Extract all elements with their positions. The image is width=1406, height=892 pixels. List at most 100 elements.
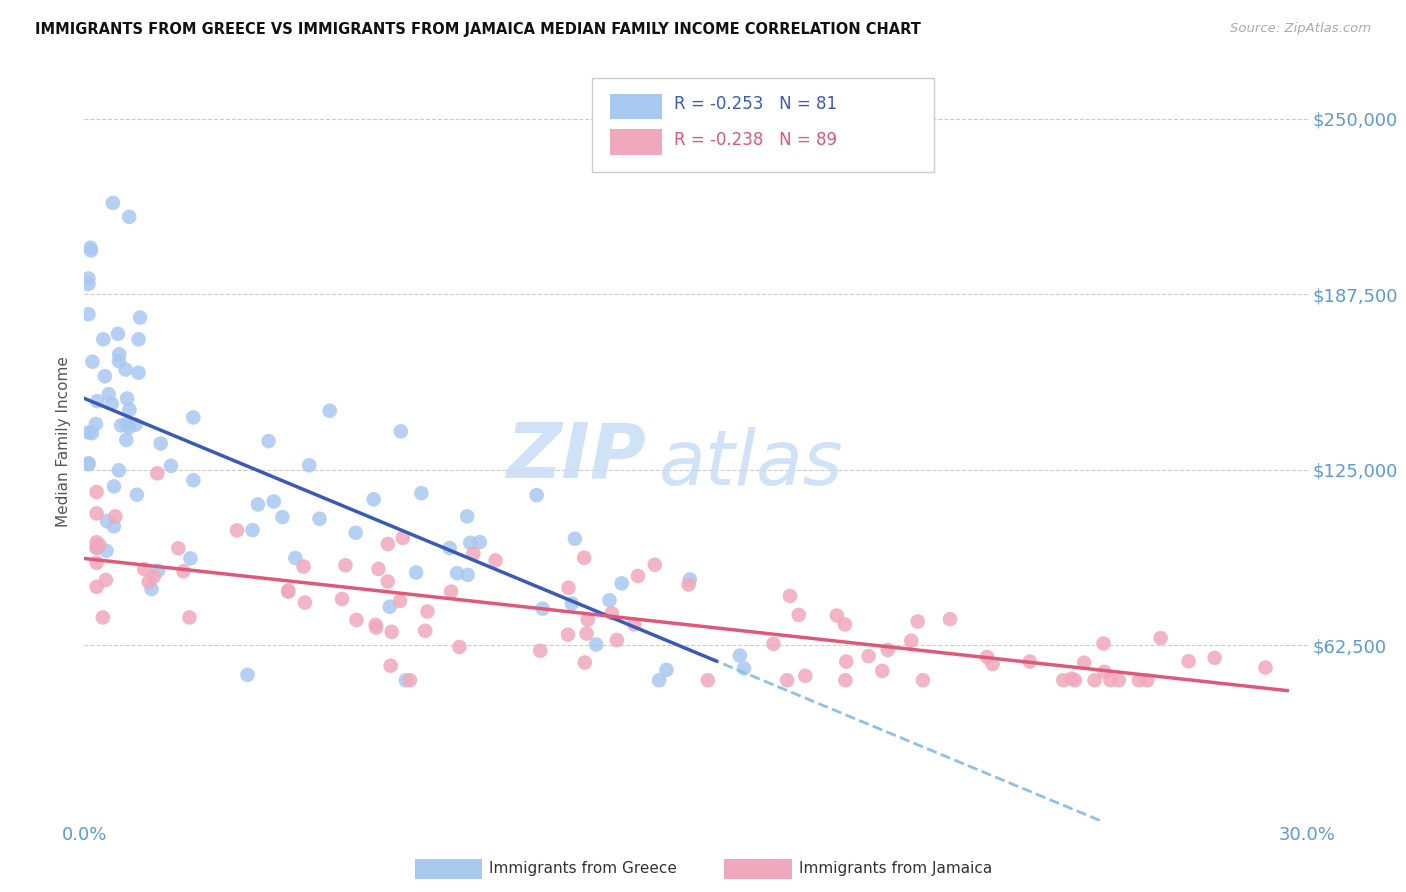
Point — [440, 584, 463, 599]
Point — [181, 410, 204, 425]
Point — [86, 541, 108, 555]
Point — [779, 589, 801, 603]
Point — [160, 458, 183, 473]
Point — [610, 576, 633, 591]
Point — [1073, 656, 1095, 670]
Point — [835, 655, 858, 669]
Point — [346, 613, 368, 627]
Point — [733, 661, 755, 675]
Point — [598, 593, 620, 607]
Point — [298, 458, 321, 473]
Point — [257, 434, 280, 448]
Point — [134, 562, 156, 576]
Point — [100, 397, 122, 411]
Point — [86, 394, 108, 409]
Point — [468, 535, 491, 549]
Point — [89, 538, 111, 552]
Point — [458, 536, 481, 550]
Point — [1084, 673, 1107, 688]
Point — [108, 354, 131, 368]
Point — [91, 332, 114, 346]
Point — [103, 519, 125, 533]
Point — [115, 433, 138, 447]
Point — [870, 664, 893, 678]
Point — [564, 532, 586, 546]
Point — [96, 514, 118, 528]
Point — [1254, 660, 1277, 674]
Point — [292, 559, 315, 574]
FancyBboxPatch shape — [610, 94, 662, 120]
Point — [294, 596, 316, 610]
Point — [377, 574, 399, 589]
Point — [762, 637, 785, 651]
Point — [557, 581, 579, 595]
Point — [834, 617, 856, 632]
Text: Immigrants from Jamaica: Immigrants from Jamaica — [799, 862, 991, 876]
Point — [456, 509, 478, 524]
Point — [129, 310, 152, 325]
Point — [277, 583, 299, 598]
Point — [318, 404, 340, 418]
Point — [263, 494, 285, 508]
Point — [128, 332, 150, 346]
Point — [107, 326, 129, 341]
Text: R = -0.238   N = 89: R = -0.238 N = 89 — [673, 131, 837, 149]
Point — [787, 607, 810, 622]
Point — [876, 643, 898, 657]
Point — [77, 277, 100, 291]
Point — [794, 669, 817, 683]
Point — [377, 537, 399, 551]
Point — [696, 673, 718, 688]
Point — [77, 458, 100, 472]
Point — [108, 347, 131, 361]
Point — [149, 436, 172, 450]
Point — [678, 577, 700, 591]
Point — [381, 624, 404, 639]
Point — [172, 565, 194, 579]
Point — [1136, 673, 1159, 688]
Text: ZIP: ZIP — [508, 420, 647, 493]
Point — [103, 479, 125, 493]
Point — [1177, 654, 1199, 668]
Point — [574, 656, 596, 670]
Point — [344, 525, 367, 540]
Point — [367, 562, 389, 576]
Point — [623, 617, 645, 632]
Point — [585, 638, 607, 652]
Point — [86, 507, 108, 521]
Point — [679, 573, 702, 587]
Point — [1018, 655, 1040, 669]
Point — [576, 613, 599, 627]
Point — [146, 467, 169, 481]
Point — [79, 241, 101, 255]
Point — [128, 366, 150, 380]
Point — [236, 668, 259, 682]
Point — [529, 644, 551, 658]
Point — [561, 597, 583, 611]
Point — [308, 512, 330, 526]
Point — [1092, 636, 1115, 650]
Point — [335, 558, 357, 573]
Text: atlas: atlas — [659, 427, 844, 501]
Point — [981, 657, 1004, 671]
Point — [484, 553, 506, 567]
Point — [277, 584, 299, 599]
Point — [531, 601, 554, 615]
Point — [118, 420, 141, 434]
Point — [378, 599, 401, 614]
Point — [167, 541, 190, 556]
Point — [94, 369, 117, 384]
Point — [80, 244, 103, 258]
Point — [1108, 673, 1130, 688]
Text: R = -0.253   N = 81: R = -0.253 N = 81 — [673, 95, 837, 113]
Point — [463, 547, 485, 561]
Point — [825, 608, 848, 623]
Point — [411, 486, 433, 500]
Point — [395, 673, 418, 688]
Point — [364, 617, 387, 632]
Point — [776, 673, 799, 688]
Point — [77, 307, 100, 321]
Point — [77, 425, 100, 440]
Point — [1099, 673, 1122, 688]
Point — [644, 558, 666, 572]
